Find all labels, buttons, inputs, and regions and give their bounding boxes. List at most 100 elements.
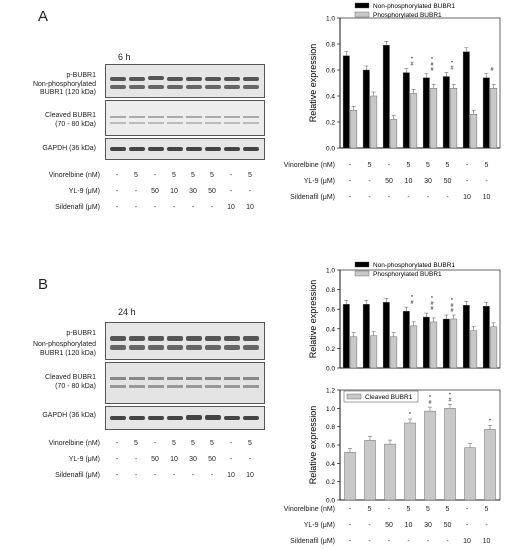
chart-a-bar-0-0 — [342, 55, 350, 149]
chart-b1-bar-1-1 — [370, 335, 378, 369]
chart-a-marker-4-2: # — [430, 67, 434, 73]
panel-a-chart-treat-cell-1-4: 30 — [424, 178, 432, 185]
panel-a-chart-treat-cell-2-0: - — [348, 194, 352, 201]
panel-b-blot-treat-cell-2-0: - — [115, 472, 119, 479]
panel-a-blot-treat-cell-0-4: 5 — [191, 172, 195, 179]
chart-b1-bar-1-6 — [470, 330, 478, 369]
chart-a-bar-0-1 — [362, 69, 370, 149]
panel-a-blot-treat-cell-1-4: 30 — [189, 188, 197, 195]
panel-b-chart-treat-cell-0-3: 5 — [406, 506, 411, 513]
chart-b2-ytick-label-1: 0.2 — [326, 479, 335, 486]
panel-a-blot-treat-cell-2-2: - — [153, 204, 157, 211]
panel-b-gapdh-bands — [110, 415, 259, 420]
chart-b1-bar-0-7 — [482, 306, 490, 369]
panel-a-chart-treat-cell-2-4: - — [426, 194, 430, 201]
chart-a-marker-7-0: # — [490, 67, 494, 73]
chart-b2-bar-0-1 — [364, 440, 376, 501]
chart-a-bar-1-6 — [470, 113, 478, 149]
panel-b-letter: B — [38, 276, 49, 293]
chart-b2-bar-0-6 — [464, 447, 476, 501]
chart-b2-ylabel: Relative expression — [308, 406, 318, 485]
panel-a-timepoint: 6 h — [118, 52, 131, 62]
panel-b-bottom-chart: 0.0 0.2 0.4 0.6 0.8 1.0 1.2 Relative expression… — [308, 388, 501, 505]
panel-a-chart-treat-cell-0-2: - — [387, 162, 391, 169]
chart-a-bar-1-0 — [350, 110, 358, 149]
panel-a-blot-treat-cell-0-0: - — [115, 172, 119, 179]
chart-b2-marker-7-0: * — [489, 418, 492, 424]
panel-a-blot-treat-cell-1-2: 50 — [151, 188, 159, 195]
panel-a-chart-treat-row-label-0: Vinorelbine (nM) — [283, 162, 335, 169]
panel-a-chart-treat-row-label-2: Sildenafil (μM) — [290, 194, 335, 201]
panel-a-bubr1-blot — [105, 64, 265, 98]
chart-b2-ytick-label-6: 1.2 — [326, 388, 335, 395]
panel-b-blot-treat-cell-1-5: 50 — [208, 456, 216, 463]
chart-a-bar-1-2 — [390, 119, 398, 149]
chart-a-bar-1-1 — [370, 95, 378, 149]
panel-b-nonphos-label-2: BUBR1 (120 kDa) — [39, 350, 96, 357]
panel-b-nonphos-label-1: Non-phosphorylated — [32, 341, 96, 348]
chart-a-bar-0-4 — [422, 77, 430, 149]
panel-b-blot-treat-row-label-2: Sildenafil (μM) — [55, 472, 100, 479]
chart-a-ytick-label-1: 0.2 — [326, 120, 335, 127]
chart-b2-ytick-label-2: 0.4 — [326, 461, 335, 468]
chart-b1-legend-label-1: Phosphorylated BUBR1 — [373, 271, 442, 278]
chart-b1-marker-4-2: # — [430, 306, 434, 312]
panel-a-chart-treat-cell-0-1: 5 — [367, 162, 372, 169]
chart-a-legend-label-1: Phosphorylated BUBR1 — [373, 12, 442, 19]
panel-a-chart-treat-cell-1-7: - — [485, 178, 488, 185]
chart-b2-marker-4-1: # — [428, 400, 432, 406]
panel-a-chart-treat-cell-2-3: - — [407, 194, 410, 201]
panel-b-blot-treat-cell-1-6: - — [229, 456, 233, 463]
panel-b-blot-treat-cell-0-2: - — [153, 440, 157, 447]
panel-a-blot-treat-cell-1-0: - — [115, 188, 119, 195]
chart-b1-ytick-label-5: 1.0 — [326, 268, 335, 275]
panel-b-blot-treat-cell-2-1: - — [134, 472, 138, 479]
chart-b1-ytick-label-0: 0.0 — [326, 366, 335, 373]
chart-b1-bar-0-2 — [382, 302, 390, 369]
panel-b-gapdh-label: GAPDH (36 kDa) — [42, 412, 96, 419]
panel-a-chart-treat-cell-0-0: - — [348, 162, 352, 169]
chart-a-bar-1-3 — [410, 93, 418, 149]
panel-b-chart-treat-cell-0-7: 5 — [484, 506, 489, 513]
panel-b-chart-treat-cell-0-4: 5 — [426, 506, 430, 513]
panel-b-blot-treat-cell-2-6: 10 — [227, 472, 235, 479]
chart-b1-ytick-label-2: 0.4 — [326, 326, 335, 333]
chart-b2-bar-0-4 — [424, 410, 436, 501]
panel-b-chart-treat-cell-1-3: 10 — [404, 522, 413, 529]
panel-b-chart-treat-cell-2-3: - — [407, 538, 410, 545]
panel-b-gapdh-blot — [105, 406, 265, 430]
panel-a-blot-treat-cell-1-3: 10 — [170, 188, 178, 195]
panel-b-chart-treat-cell-0-5: 5 — [445, 506, 450, 513]
panel-b-chart-treat-cell-1-1: - — [368, 522, 371, 529]
chart-a-bar-0-2 — [382, 45, 390, 149]
panel-a-chart-treat-cell-2-7: 10 — [482, 194, 491, 201]
panel-a-blot-treat-cell-2-5: - — [210, 204, 214, 211]
panel-a-chart-treat-cell-1-6: - — [465, 178, 469, 185]
panel-a-blot-treat-cell-2-4: - — [191, 204, 195, 211]
panel-a-chart-treat-cell-1-5: 50 — [443, 178, 452, 185]
chart-a-marker-3-0: * — [411, 57, 414, 63]
panel-b-chart-treat-cell-2-2: - — [387, 538, 391, 545]
panel-b-chart-treat-cell-1-7: - — [485, 522, 488, 529]
chart-b1-legend-swatch-1 — [354, 270, 370, 277]
panel-b-blot-treat-cell-0-5: 5 — [210, 440, 214, 447]
panel-a-cleaved-label-2: (70 - 80 kDa) — [55, 121, 96, 128]
panel-a-blot-treat-cell-0-5: 5 — [210, 172, 214, 179]
panel-b-bubr1-blot — [105, 322, 265, 360]
panel-b-blot-treat-cell-0-1: 5 — [134, 440, 138, 447]
chart-a-marker-4-1: # — [430, 62, 434, 68]
panel-a-blot-treat-cell-1-7: - — [248, 188, 252, 195]
chart-b2-bar-0-3 — [404, 422, 416, 501]
chart-b1-frame — [339, 269, 501, 369]
chart-a-legend-swatch-0 — [354, 2, 370, 9]
panel-b-cleaved-blot — [105, 362, 265, 404]
panel-b-chart-treat-cell-1-5: 50 — [443, 522, 452, 529]
panel-a-nonphos-label-1: Non-phosphorylated — [32, 81, 96, 88]
chart-a-marker-5-0: * — [451, 61, 454, 67]
chart-b1-marker-4-1: # — [430, 301, 434, 307]
chart-a-ytick-label-0: 0.0 — [326, 146, 335, 153]
panel-b-blot-treat-cell-0-0: - — [115, 440, 119, 447]
panel-b-chart-treat-cell-0-0: - — [348, 506, 352, 513]
chart-a-legend-swatch-1 — [354, 11, 370, 18]
